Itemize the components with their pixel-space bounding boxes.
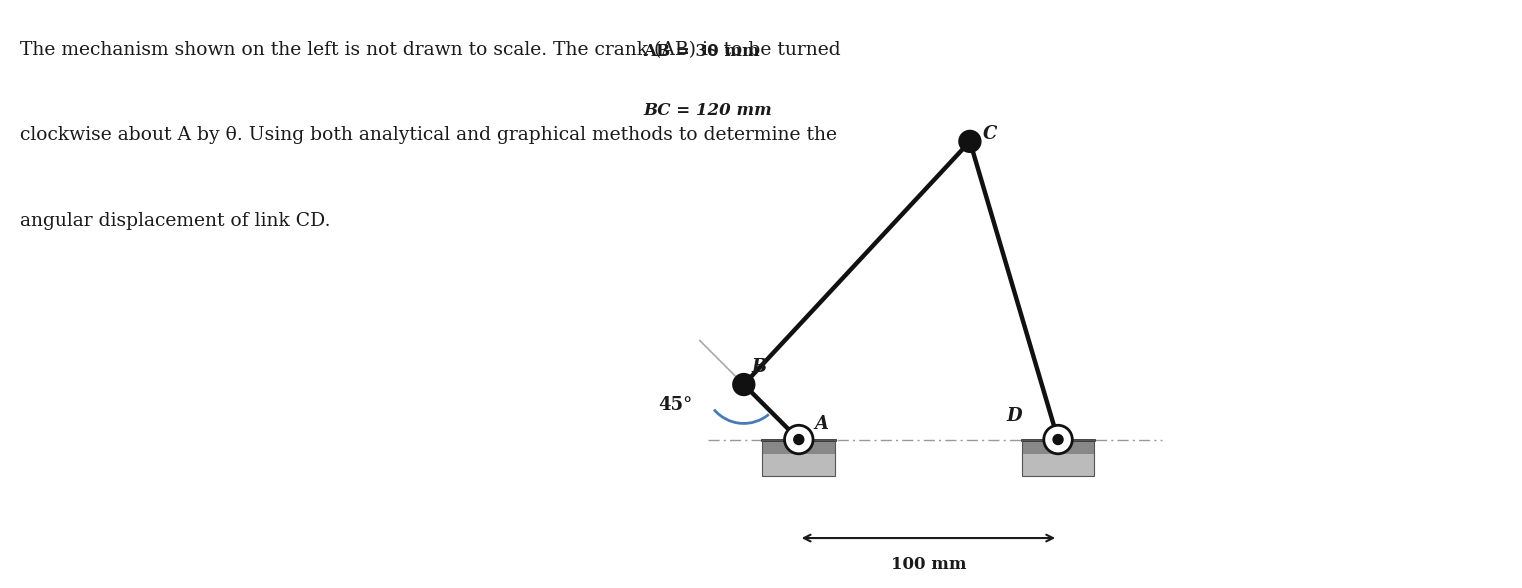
Text: The mechanism shown on the left is not drawn to scale. The crank (AB) is to be t: The mechanism shown on the left is not d… [20, 41, 840, 59]
Circle shape [793, 434, 805, 445]
Text: A: A [814, 415, 828, 433]
Text: 45°: 45° [658, 396, 693, 415]
Bar [763, 440, 836, 454]
Circle shape [959, 130, 982, 153]
Text: C: C [983, 125, 997, 143]
Circle shape [732, 373, 755, 396]
Text: BC = 120 mm: BC = 120 mm [644, 102, 772, 119]
Text: 100 mm: 100 mm [890, 556, 966, 573]
Text: B: B [752, 358, 767, 376]
Bar [763, 440, 836, 476]
Bar [1021, 454, 1094, 476]
Text: clockwise about A by θ. Using both analytical and graphical methods to determine: clockwise about A by θ. Using both analy… [20, 126, 837, 145]
Circle shape [1052, 434, 1064, 445]
Text: angular displacement of link CD.: angular displacement of link CD. [20, 212, 330, 230]
Text: AB = 30 mm: AB = 30 mm [644, 43, 759, 60]
Circle shape [784, 425, 813, 454]
Bar [1021, 440, 1094, 476]
Bar [1021, 440, 1094, 454]
Text: D: D [1006, 407, 1021, 425]
Bar [763, 454, 836, 476]
Circle shape [1044, 425, 1073, 454]
